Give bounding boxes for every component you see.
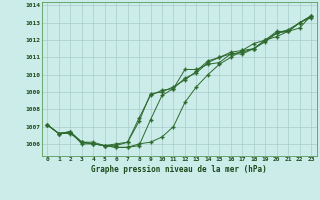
X-axis label: Graphe pression niveau de la mer (hPa): Graphe pression niveau de la mer (hPa) xyxy=(91,165,267,174)
